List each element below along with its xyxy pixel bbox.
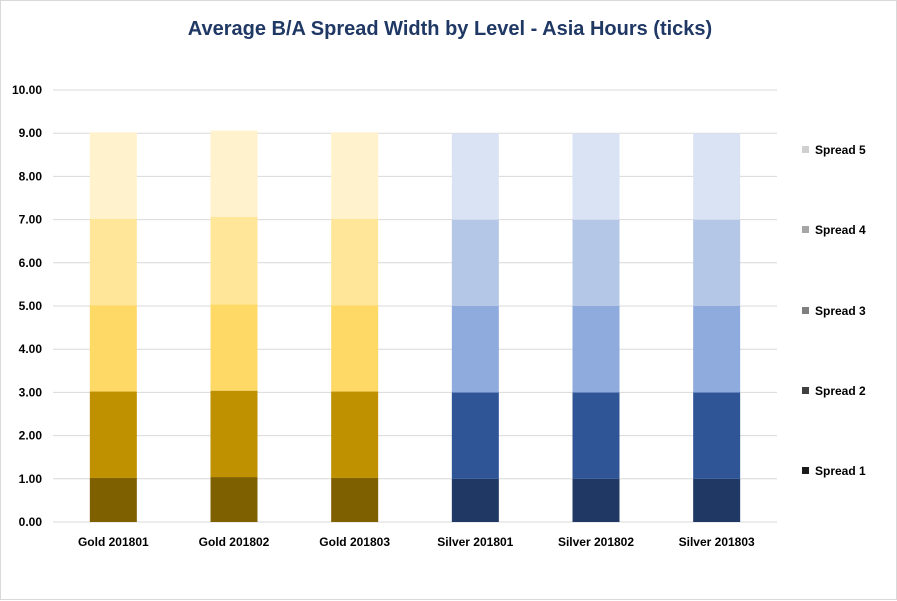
bar-segment (693, 219, 741, 306)
y-tick-label: 0.00 (19, 515, 43, 529)
bar-segment (693, 392, 741, 479)
y-tick-label: 5.00 (19, 299, 43, 313)
x-tick-label: Gold 201803 (319, 535, 390, 549)
bar-segment (572, 306, 620, 393)
bar-segment (331, 477, 379, 522)
legend-label: Spread 5 (815, 143, 866, 157)
legend-label: Spread 4 (815, 223, 866, 237)
bar-segment (451, 392, 499, 479)
bar-segment (572, 392, 620, 479)
y-tick-label: 9.00 (19, 126, 43, 140)
bar-segment (210, 217, 258, 305)
bar-segment (210, 130, 258, 218)
bar-segment (331, 132, 379, 219)
x-tick-label: Gold 201802 (199, 535, 270, 549)
legend-label: Spread 1 (815, 464, 866, 478)
bar-segment (210, 390, 258, 478)
y-tick-label: 10.00 (12, 83, 42, 97)
y-tick-label: 6.00 (19, 256, 43, 270)
legend-swatch (802, 307, 809, 314)
bar-segment (89, 391, 137, 478)
y-tick-label: 2.00 (19, 429, 43, 443)
bar-segment (693, 306, 741, 393)
x-tick-label: Gold 201801 (78, 535, 149, 549)
bar-segment (89, 132, 137, 219)
bar-segment (210, 477, 258, 522)
legend-label: Spread 2 (815, 384, 866, 398)
bar-segment (572, 478, 620, 522)
x-tick-label: Silver 201802 (558, 535, 634, 549)
legend-swatch (802, 146, 809, 153)
x-axis-ticks: Gold 201801 Gold 201802 Gold 201803 Silver … (78, 535, 755, 549)
legend-swatch (802, 226, 809, 233)
bar-segment (451, 478, 499, 522)
y-axis-ticks: 0.00 1.00 2.00 3.00 4.00 5.00 6.00 7.00 8.00 9.00… (12, 83, 42, 529)
y-tick-label: 8.00 (19, 169, 43, 183)
bar-segment (331, 218, 379, 306)
bar-segment (89, 305, 137, 392)
bar-segment (572, 219, 620, 306)
bar-segment (89, 477, 137, 522)
legend: Spread 1 Spread 2 Spread 3 Spread 4 Spread 5 (802, 143, 866, 478)
bars (89, 130, 741, 522)
y-tick-label: 4.00 (19, 342, 43, 356)
bar-segment (89, 218, 137, 306)
bar-segment (451, 219, 499, 306)
legend-swatch (802, 467, 809, 474)
bar-segment (693, 478, 741, 522)
gridlines (53, 89, 777, 523)
bar-segment (210, 304, 258, 391)
legend-swatch (802, 387, 809, 394)
bar-segment (331, 391, 379, 478)
y-tick-label: 3.00 (19, 385, 43, 399)
y-tick-label: 1.00 (19, 472, 43, 486)
bar-segment (451, 133, 499, 220)
bar-segment (451, 306, 499, 393)
x-tick-label: Silver 201801 (437, 535, 513, 549)
chart-title: Average B/A Spread Width by Level - Asia… (188, 18, 712, 40)
y-tick-label: 7.00 (19, 213, 43, 227)
bar-segment (331, 305, 379, 392)
bar-segment (693, 133, 741, 220)
legend-label: Spread 3 (815, 304, 866, 318)
x-tick-label: Silver 201803 (679, 535, 755, 549)
bar-segment (572, 133, 620, 220)
